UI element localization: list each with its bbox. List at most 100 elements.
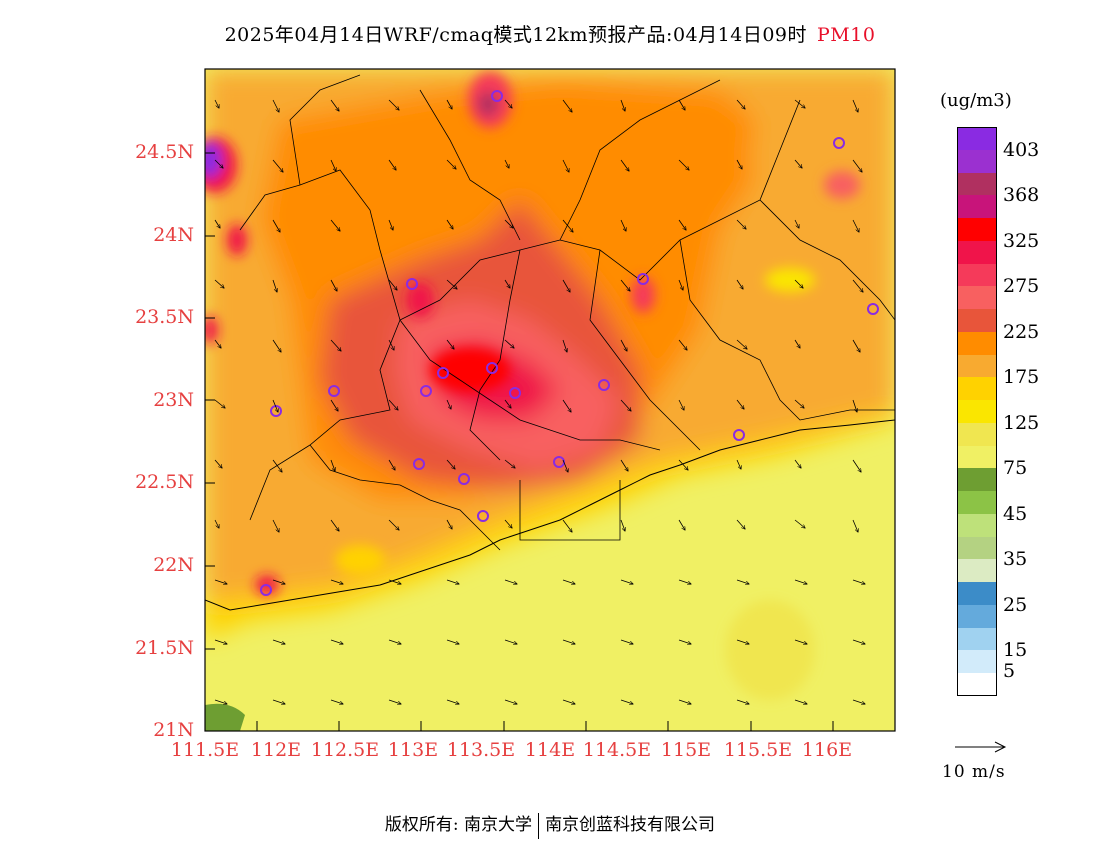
lat-label-24: 24N (153, 224, 194, 246)
legend-swatch (957, 149, 997, 173)
wind-arrow (330, 279, 337, 291)
wind-arrow (620, 639, 633, 644)
wind-arrow (214, 399, 225, 408)
wind-arrow (446, 699, 459, 704)
legend-swatch (957, 218, 997, 241)
wind-scale-arrow (955, 741, 1007, 753)
pollution-field (205, 69, 895, 731)
title-text: 2025年04月14日WRF/cmaq模式12km预报产品:04月14日09时 (224, 24, 807, 46)
wind-arrow (214, 159, 223, 168)
wind-arrow (388, 399, 398, 410)
monitoring-sites (260, 90, 879, 596)
wind-arrow (678, 339, 687, 350)
wind-arrow (794, 579, 807, 584)
wind-arrow (446, 459, 455, 469)
wind-arrow (388, 459, 395, 470)
wind-arrow (678, 519, 685, 530)
wind-arrow (214, 519, 219, 528)
wind-arrow (620, 399, 631, 411)
wind-arrow (736, 279, 743, 289)
wind-arrow (330, 519, 339, 531)
wind-arrow (388, 519, 399, 530)
legend-swatch (957, 286, 997, 309)
wind-arrow (504, 699, 517, 704)
legend-swatch (957, 331, 997, 355)
wind-arrow (330, 339, 341, 351)
wind-arrow (620, 99, 625, 111)
footer-credit: 版权所有: 南京大学 南京创蓝科技有限公司 (0, 810, 1100, 839)
legend-swatch (957, 377, 997, 400)
axis-ticks (205, 152, 834, 731)
wind-arrow (388, 99, 399, 110)
wind-arrow (678, 639, 691, 644)
wind-arrow (620, 279, 630, 291)
lon-label-115: 115E (660, 739, 712, 761)
wind-arrow (446, 339, 454, 349)
wind-arrow (620, 519, 625, 531)
legend-swatch (957, 650, 997, 673)
wind-arrow (446, 639, 459, 644)
legend-swatch (957, 673, 997, 696)
lon-label-112-5: 112.5E (310, 739, 380, 761)
wind-arrow (504, 639, 517, 644)
lon-label-111-5: 111.5E (170, 739, 240, 761)
legend-swatch (957, 627, 997, 651)
lat-label-23-5: 23.5N (135, 306, 194, 328)
wind-arrow (214, 579, 227, 584)
wind-arrow (214, 639, 227, 644)
wind-arrow (736, 399, 744, 409)
legend-tick-label: 75 (1003, 457, 1028, 480)
legend-swatch (957, 400, 997, 423)
wind-arrow (852, 159, 862, 172)
wind-arrow (736, 699, 749, 704)
wind-arrow (272, 519, 279, 532)
color-legend (957, 127, 997, 696)
legend-swatch (957, 536, 997, 560)
lat-label-24-5: 24.5N (135, 141, 194, 163)
wind-arrow (330, 459, 335, 471)
wind-arrow (736, 219, 746, 229)
wind-arrow (736, 459, 741, 469)
wind-arrow (330, 219, 340, 231)
wind-arrow (504, 99, 512, 108)
wind-arrow (504, 459, 515, 468)
wind-arrow (446, 219, 453, 229)
wind-arrow (214, 219, 220, 228)
legend-swatch (957, 195, 997, 218)
legend-unit: (ug/m3) (940, 90, 1012, 111)
wind-arrow (794, 279, 803, 288)
lat-label-21-5: 21.5N (135, 637, 194, 659)
legend-tick-label: 15 (1003, 639, 1028, 662)
wind-arrow (272, 459, 282, 472)
legend-swatch (957, 263, 997, 287)
wind-arrow (620, 579, 633, 584)
wind-arrow (504, 579, 517, 584)
wind-arrow (504, 219, 513, 228)
wind-arrow (562, 579, 575, 584)
wind-arrow (330, 639, 343, 644)
wind-arrow (678, 399, 684, 410)
wind-arrow (330, 399, 338, 411)
wind-arrow (504, 159, 509, 168)
legend-tick-label: 325 (1003, 229, 1040, 252)
legend-swatch (957, 513, 997, 537)
wind-arrow (388, 639, 401, 644)
wind-arrow (620, 159, 629, 171)
wind-arrow (272, 639, 285, 644)
legend-tick-label: 175 (1003, 366, 1040, 389)
wind-arrow (446, 99, 452, 109)
wind-arrow (794, 99, 805, 108)
wind-arrow (562, 399, 571, 412)
wind-arrow (736, 339, 747, 349)
wind-arrow (794, 339, 800, 348)
wind-arrow (620, 339, 627, 351)
wind-arrow (678, 219, 686, 230)
lon-label-114-5: 114.5E (582, 739, 652, 761)
legend-swatch (957, 445, 997, 469)
lon-label-116: 116E (801, 739, 853, 761)
wind-arrow (852, 279, 863, 292)
wind-arrow (214, 699, 227, 704)
wind-arrow (330, 699, 343, 704)
wind-arrow (678, 159, 689, 170)
wind-arrow (794, 699, 807, 704)
